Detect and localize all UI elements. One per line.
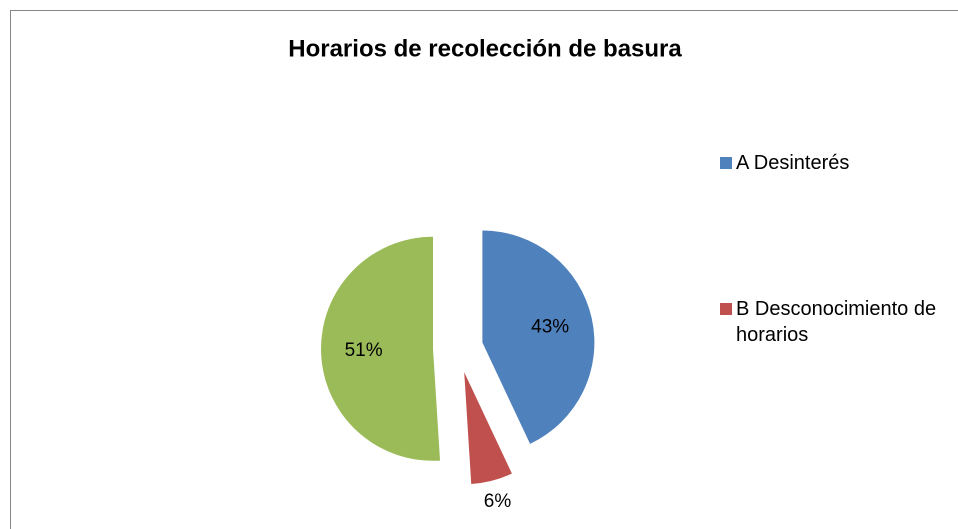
chart-border (10, 10, 958, 529)
legend-entry: B Desconocimiento de horarios (720, 296, 955, 348)
legend-entry: A Desinterés (720, 150, 955, 176)
legend-label: A Desinterés (736, 152, 850, 174)
pie-slice (464, 372, 512, 484)
legend-label: B Desconocimiento de horarios (736, 298, 937, 346)
pie-slice (321, 236, 441, 461)
chart-title: Horarios de recolección de basura (288, 35, 682, 62)
pie-slice (482, 230, 595, 444)
legend-swatch (720, 157, 732, 169)
data-label: 6% (484, 491, 512, 512)
legend-swatch (720, 303, 732, 315)
data-label: 43% (531, 316, 569, 337)
data-label: 51% (345, 340, 383, 361)
